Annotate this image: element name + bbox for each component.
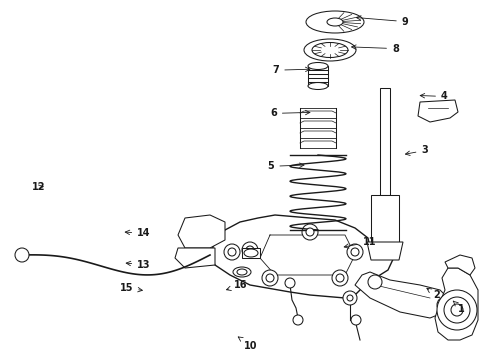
Polygon shape: [418, 100, 458, 122]
Text: 5: 5: [268, 161, 304, 171]
Text: 11: 11: [344, 237, 376, 248]
Circle shape: [224, 244, 240, 260]
Circle shape: [242, 242, 258, 258]
Circle shape: [347, 295, 353, 301]
Text: 12: 12: [32, 182, 46, 192]
Circle shape: [451, 304, 463, 316]
Circle shape: [262, 270, 278, 286]
Ellipse shape: [308, 63, 328, 69]
Circle shape: [368, 275, 382, 289]
Polygon shape: [371, 195, 399, 255]
Text: 15: 15: [120, 283, 143, 293]
Ellipse shape: [233, 267, 251, 277]
Ellipse shape: [312, 42, 348, 58]
Polygon shape: [380, 88, 390, 195]
Circle shape: [437, 297, 453, 313]
Text: 1: 1: [453, 301, 465, 314]
Text: 13: 13: [126, 260, 151, 270]
Polygon shape: [175, 248, 215, 268]
Circle shape: [293, 315, 303, 325]
Text: 8: 8: [352, 44, 399, 54]
Circle shape: [15, 248, 29, 262]
Ellipse shape: [244, 249, 258, 257]
Circle shape: [302, 224, 318, 240]
Circle shape: [347, 244, 363, 260]
Text: 4: 4: [420, 91, 448, 102]
Polygon shape: [178, 215, 225, 248]
Ellipse shape: [327, 18, 343, 26]
Polygon shape: [367, 242, 403, 260]
Polygon shape: [308, 66, 328, 86]
Polygon shape: [435, 268, 478, 340]
Polygon shape: [242, 248, 260, 258]
Text: 6: 6: [270, 108, 310, 118]
Ellipse shape: [304, 39, 356, 61]
Polygon shape: [210, 215, 395, 298]
Circle shape: [343, 291, 357, 305]
Circle shape: [246, 246, 254, 254]
Circle shape: [336, 274, 344, 282]
Ellipse shape: [308, 82, 328, 90]
Circle shape: [332, 270, 348, 286]
Circle shape: [306, 228, 314, 236]
Polygon shape: [355, 272, 450, 318]
Circle shape: [285, 278, 295, 288]
Text: 2: 2: [427, 288, 441, 300]
Ellipse shape: [237, 269, 247, 275]
Text: 7: 7: [272, 65, 310, 75]
Text: 14: 14: [125, 228, 151, 238]
Circle shape: [437, 290, 477, 330]
Polygon shape: [445, 255, 475, 275]
Circle shape: [228, 248, 236, 256]
Ellipse shape: [306, 11, 364, 33]
Circle shape: [444, 297, 470, 323]
Circle shape: [266, 274, 274, 282]
Text: 16: 16: [226, 280, 248, 291]
Circle shape: [351, 315, 361, 325]
Text: 9: 9: [357, 16, 409, 27]
Text: 10: 10: [238, 337, 258, 351]
Text: 3: 3: [405, 145, 428, 156]
Circle shape: [351, 248, 359, 256]
